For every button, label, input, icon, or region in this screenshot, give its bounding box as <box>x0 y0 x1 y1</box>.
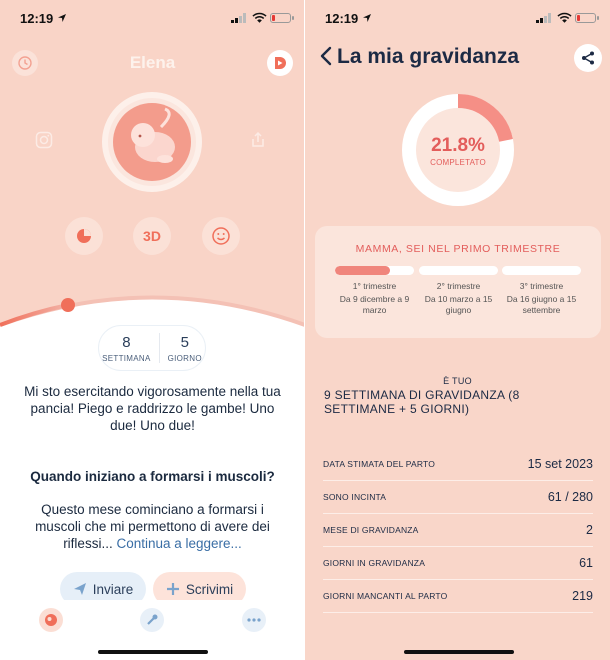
pregnancy-screen: 12:19 La mia gravidanza 21.8% COMPLETATO… <box>305 0 610 660</box>
home-indicator <box>404 650 514 654</box>
smile-icon <box>212 227 230 245</box>
more-dots-icon <box>247 618 261 622</box>
baby-screen: 12:19 Elena <box>0 0 305 660</box>
battery-icon <box>270 13 294 23</box>
stat-label: MESE DI GRAVIDANZA <box>323 525 419 535</box>
trimester-name: 3° trimestre <box>519 281 564 291</box>
weeks-value: 8 <box>122 333 131 351</box>
stat-value: 61 / 280 <box>547 490 593 504</box>
stat-value: 2 <box>586 523 593 537</box>
question-body: Questo mese cominciano a formarsi i musc… <box>18 501 287 552</box>
share-icon[interactable] <box>249 131 267 149</box>
stat-row: MESE DI GRAVIDANZA 2 <box>323 514 593 547</box>
question-text: Questo mese cominciano a formarsi i musc… <box>35 502 270 551</box>
view-3d-button[interactable]: 3D <box>133 217 171 255</box>
progress-label: COMPLETATO <box>430 158 486 167</box>
wifi-icon <box>557 12 572 23</box>
pregnancy-stats-list: DATA STIMATA DEL PARTO 15 set 2023 SONO I… <box>323 448 593 613</box>
pie-chart-icon <box>77 229 91 243</box>
cellular-signal-icon <box>231 13 246 23</box>
trimester-card: MAMMA, SEI NEL PRIMO TRIMESTRE 1° trimes… <box>315 226 601 338</box>
profile-button[interactable] <box>267 50 293 76</box>
stat-row: GIORNI MANCANTI AL PARTO 219 <box>323 580 593 613</box>
history-button[interactable] <box>12 50 38 76</box>
stat-label: GIORNI MANCANTI AL PARTO <box>323 591 448 601</box>
battery-icon <box>575 13 599 23</box>
status-time: 12:19 <box>20 11 54 26</box>
trimester-1: 1° trimestre Da 9 dicembre a 9 marzo <box>335 266 414 316</box>
wifi-icon <box>252 12 267 23</box>
progress-ring <box>402 94 514 206</box>
write-label: Scrivimi <box>185 581 234 597</box>
back-chevron-icon[interactable] <box>319 46 333 66</box>
current-week-pre: È TUO <box>443 376 472 386</box>
status-time: 12:19 <box>325 11 359 26</box>
stat-value: 219 <box>572 589 593 603</box>
stat-row: SONO INCINTA 61 / 280 <box>323 481 593 514</box>
trimester-range: Da 10 marzo a 15 giugno <box>424 294 493 315</box>
status-bar: 12:19 <box>0 0 305 36</box>
tab-home[interactable] <box>39 608 63 632</box>
statistics-button[interactable] <box>65 217 103 255</box>
tab-more[interactable] <box>242 608 266 632</box>
location-arrow-icon <box>58 14 66 22</box>
trimester-bar <box>335 266 414 275</box>
current-week-text: 9 SETTIMANA DI GRAVIDANZA (8 SETTIMANE +… <box>324 388 520 416</box>
baby-image[interactable] <box>102 92 202 192</box>
stat-label: GIORNI IN GRAVIDANZA <box>323 558 426 568</box>
stat-label: SONO INCINTA <box>323 492 387 502</box>
trimester-range: Da 9 dicembre a 9 marzo <box>339 294 410 315</box>
progress-percent: 21.8% <box>431 135 485 156</box>
trimester-name: 2° trimestre <box>436 281 481 291</box>
trimester-name: 1° trimestre <box>352 281 397 291</box>
question-title: Quando iniziano a formarsi i muscoli? <box>30 469 275 484</box>
cellular-signal-icon <box>536 13 551 23</box>
weeks-label: SETTIMANA <box>102 353 151 363</box>
stat-row: DATA STIMATA DEL PARTO 15 set 2023 <box>323 448 593 481</box>
share-nodes-icon <box>582 51 594 65</box>
home-indicator <box>98 650 208 654</box>
trimester-2: 2° trimestre Da 10 marzo a 15 giugno <box>419 266 498 316</box>
stat-row: GIORNI IN GRAVIDANZA 61 <box>323 547 593 580</box>
stat-label: DATA STIMATA DEL PARTO <box>323 459 436 469</box>
divider <box>158 333 160 363</box>
baby-message-section: 8 SETTIMANA 5 GIORNO Mi sto esercitando … <box>0 300 305 606</box>
stat-value: 15 set 2023 <box>527 457 593 471</box>
trimester-range: Da 16 giugno a 15 settembre <box>506 294 577 315</box>
clock-icon <box>18 56 32 70</box>
send-label: Inviare <box>92 581 134 597</box>
trimester-3: 3° trimestre Da 16 giugno a 15 settembre <box>502 266 581 316</box>
baby-message: Mi sto esercitando vigorosamente nella t… <box>24 384 281 433</box>
days-value: 5 <box>180 333 189 351</box>
days-label: GIORNO <box>167 353 202 363</box>
trimester-title: MAMMA, SEI NEL PRIMO TRIMESTRE <box>355 243 561 255</box>
read-more-link[interactable]: Continua a leggere... <box>116 536 242 551</box>
send-icon <box>73 583 86 595</box>
baby-name: Elena <box>129 53 176 72</box>
pregnancy-age-badge: 8 SETTIMANA 5 GIORNO <box>98 325 206 371</box>
trimester-bar <box>502 266 581 275</box>
trimester-bar <box>419 266 498 275</box>
app-logo-icon <box>275 57 286 69</box>
tools-icon <box>147 614 158 625</box>
fetus-illustration <box>113 103 191 181</box>
tab-tools[interactable] <box>140 608 164 632</box>
share-button[interactable] <box>574 44 602 72</box>
baby-tab-icon <box>45 614 57 626</box>
plus-icon <box>166 583 179 595</box>
page-title: La mia gravidanza <box>337 45 520 68</box>
instagram-icon[interactable] <box>35 131 53 149</box>
mood-button[interactable] <box>202 217 240 255</box>
location-arrow-icon <box>363 14 371 22</box>
stat-value: 61 <box>579 556 593 570</box>
status-bar: 12:19 <box>305 0 610 36</box>
